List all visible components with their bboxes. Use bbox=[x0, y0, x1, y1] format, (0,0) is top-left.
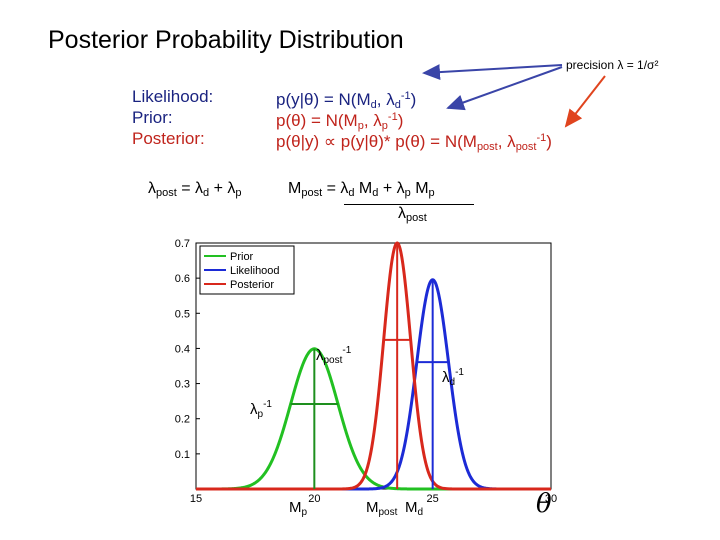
legend-label-posterior: Posterior bbox=[230, 279, 274, 291]
y-tick-label: 0.6 bbox=[175, 273, 190, 285]
lambda-post-equation: λpost = λd + λp bbox=[148, 180, 242, 199]
y-tick-label: 0.2 bbox=[175, 414, 190, 426]
posterior-label: Posterior: bbox=[132, 129, 205, 148]
mean-post-equation: Mpost = λd Md + λp Mp bbox=[288, 180, 435, 199]
x-tick-label: 30 bbox=[545, 493, 557, 505]
annotation-lambda-d: λd-1 bbox=[442, 367, 464, 388]
annotation-mp: Mp bbox=[289, 499, 308, 518]
page-title: Posterior Probability Distribution bbox=[48, 26, 404, 54]
posterior-equation: p(θ|y) ∝ p(y|θ)* p(θ) = N(Mpost, λpost-1… bbox=[276, 132, 552, 153]
legend-label-likelihood: Likelihood bbox=[230, 265, 280, 277]
precision-arrow-prior bbox=[446, 66, 563, 111]
prior-label: Prior: bbox=[132, 108, 173, 127]
y-tick-label: 0.7 bbox=[175, 238, 190, 250]
legend-label-prior: Prior bbox=[230, 251, 254, 263]
y-tick-label: 0.5 bbox=[175, 308, 190, 320]
annotation-md: Md bbox=[405, 499, 423, 518]
legend: Prior Likelihood Posterior bbox=[199, 245, 295, 295]
x-tick-label: 20 bbox=[308, 493, 320, 505]
series-line-posterior bbox=[196, 241, 551, 491]
y-tick-label: 0.1 bbox=[175, 449, 190, 461]
likelihood-equation: p(y|θ) = N(Md, λd-1) bbox=[276, 90, 417, 111]
y-tick-label: 0.3 bbox=[175, 379, 190, 391]
series-line-prior bbox=[196, 347, 551, 491]
precision-note: precision λ = 1/σ² bbox=[566, 58, 659, 72]
annotation-lambda-p: λp-1 bbox=[250, 399, 272, 420]
likelihood-label: Likelihood: bbox=[132, 87, 214, 106]
annotation-mpost: Mpost bbox=[366, 499, 398, 518]
x-tick-label: 15 bbox=[190, 493, 202, 505]
x-axis-label: θ bbox=[536, 489, 552, 519]
precision-arrow-likelihood bbox=[422, 64, 563, 81]
fraction-bar bbox=[344, 204, 474, 205]
prior-equation: p(θ) = N(Mp, λp-1) bbox=[276, 111, 404, 132]
y-tick-label: 0.4 bbox=[175, 343, 190, 355]
legend-box bbox=[199, 245, 295, 295]
x-tick-label: 25 bbox=[427, 493, 439, 505]
precision-arrow-posterior bbox=[564, 75, 606, 128]
mean-post-denominator: λpost bbox=[398, 205, 427, 224]
annotation-lambda-post: λpost-1 bbox=[316, 345, 352, 366]
series-line-likelihood bbox=[196, 278, 551, 491]
